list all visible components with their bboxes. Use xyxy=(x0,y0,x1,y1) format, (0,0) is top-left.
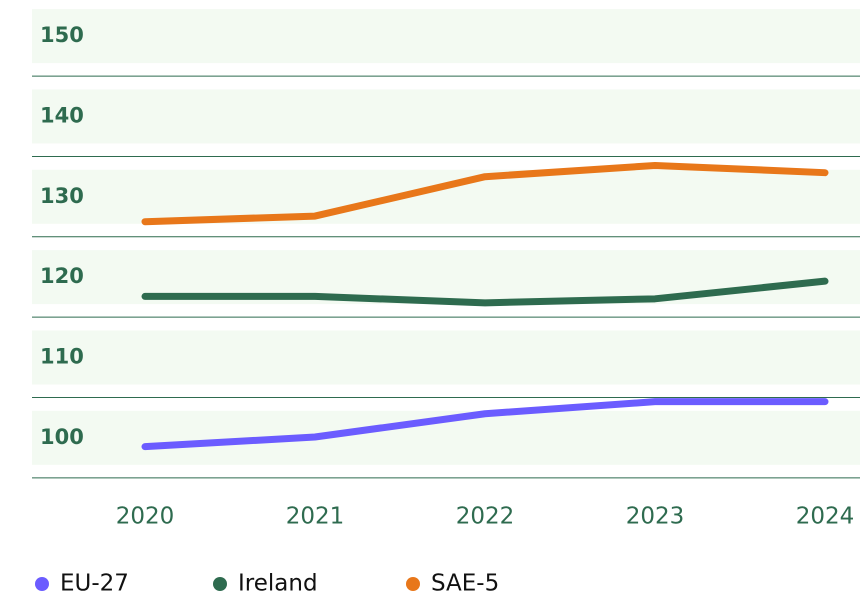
y-tick-label: 140 xyxy=(40,103,84,127)
x-tick-label: 2023 xyxy=(626,504,685,530)
legend-label: Ireland xyxy=(238,571,318,597)
grid-band xyxy=(32,89,860,144)
y-tick-label: 110 xyxy=(40,344,84,368)
legend-marker xyxy=(35,577,49,591)
grid-band xyxy=(32,9,860,64)
y-tick-label: 130 xyxy=(40,184,84,208)
legend-marker xyxy=(406,577,420,591)
x-tick-label: 2022 xyxy=(456,504,515,530)
grid-band xyxy=(32,169,860,224)
x-tick-label: 2021 xyxy=(286,504,345,530)
line xyxy=(141,161,829,226)
line xyxy=(141,398,829,451)
y-tick-label: 100 xyxy=(40,425,84,449)
legend-label: EU-27 xyxy=(60,571,129,597)
x-tick-label: 2024 xyxy=(796,504,855,530)
y-tick-label: 120 xyxy=(40,264,84,288)
line xyxy=(141,277,829,307)
legend-label: SAE-5 xyxy=(431,571,499,597)
y-tick-label: 150 xyxy=(40,23,84,47)
x-tick-label: 2020 xyxy=(116,504,175,530)
grid-band xyxy=(32,330,860,385)
legend-marker xyxy=(213,577,227,591)
